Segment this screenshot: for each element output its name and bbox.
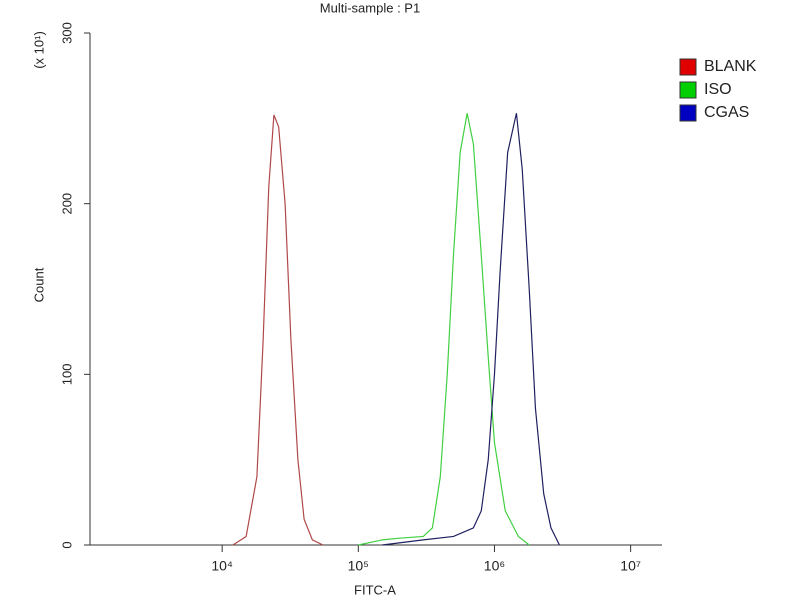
y-tick-label: 0 <box>59 541 74 548</box>
y-tick-label: 200 <box>59 193 74 215</box>
chart-title: Multi-sample : P1 <box>320 0 420 15</box>
legend-label: BLANK <box>704 58 757 75</box>
legend-swatch <box>679 81 697 99</box>
y-tick-label: 100 <box>59 363 74 385</box>
legend-label: CGAS <box>704 104 749 121</box>
x-tick-label: 10⁷ <box>620 558 641 574</box>
legend-label: ISO <box>704 81 732 98</box>
histogram-line <box>232 114 324 546</box>
x-axis-label: FITC-A <box>354 582 396 597</box>
legend-swatch <box>679 104 697 122</box>
histogram-line <box>382 113 560 546</box>
y-axis-label: Count <box>31 267 46 302</box>
histogram-line <box>358 113 530 546</box>
x-tick-label: 10⁶ <box>484 558 505 574</box>
y-tick-label: 300 <box>59 22 74 44</box>
legend-swatch <box>679 58 697 76</box>
x-tick-label: 10⁵ <box>348 558 369 574</box>
y-multiplier: (x 10¹) <box>31 31 46 69</box>
x-tick-label: 10⁴ <box>211 558 233 574</box>
